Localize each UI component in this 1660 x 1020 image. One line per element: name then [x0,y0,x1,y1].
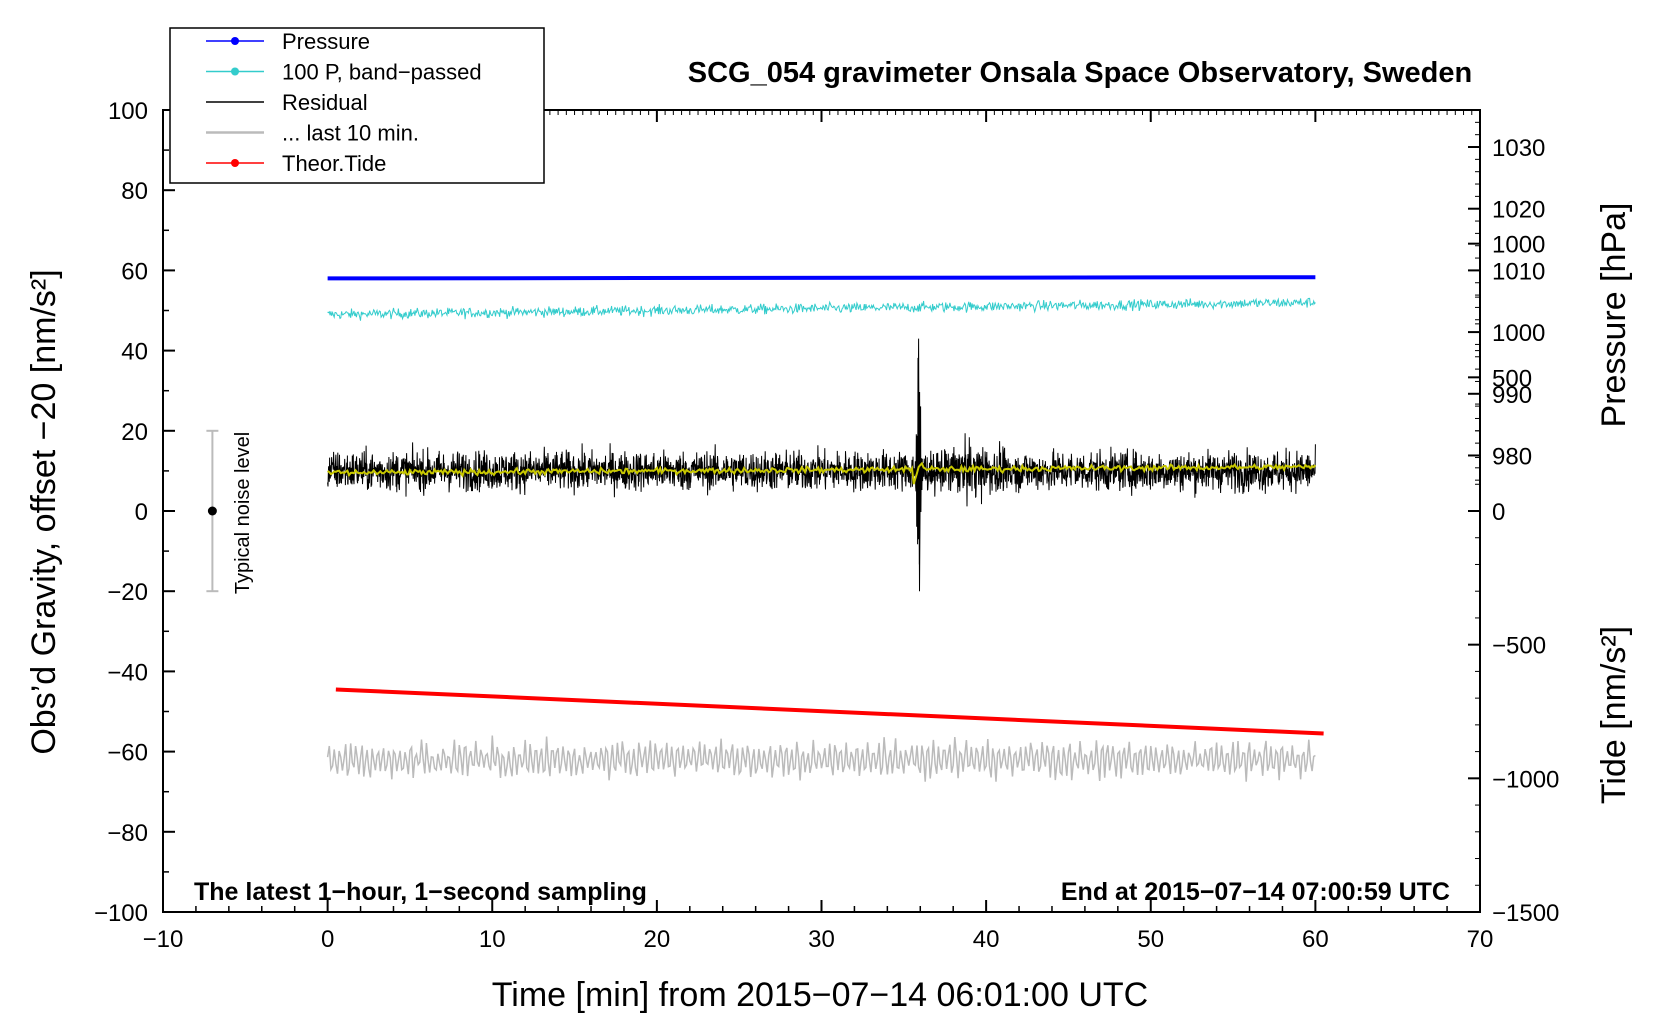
tide-tick-label: 500 [1492,365,1532,392]
y-axis-ticks: −100 −80 −60 −40 −20 0 20 40 60 80 100 [94,98,175,927]
pressure-tick-label: 1010 [1492,258,1545,285]
pressure-tick-label: 1000 [1492,320,1545,347]
y-tick-label: 100 [108,98,148,125]
legend-box [169,27,545,184]
y-tick-label: 0 [135,499,148,526]
tide-axis-label: Tide [nm/s²] [1595,626,1633,804]
tide-tick-label: −1500 [1492,900,1559,927]
y-tick-label: 20 [121,419,148,446]
noise-level-label: Typical noise level [232,432,254,594]
x-tick-label: 30 [808,926,835,953]
tide-axis-ticks: −1500 −1000 −500 0 500 1000 [1468,232,1559,927]
tide-tick-label: 1000 [1492,232,1545,259]
y-tick-label: −80 [107,820,148,847]
tide-tick-label: −1000 [1492,766,1559,793]
plot-frame [162,109,1481,913]
tide-tick-label: 0 [1492,499,1505,526]
y-tick-label: −20 [107,579,148,606]
y-tick-label: 60 [121,258,148,285]
sampling-note: The latest 1−hour, 1−second sampling [194,878,647,906]
legend-marker [231,159,239,167]
series-residual-smoothed [327,461,1317,485]
x-tick-label: 20 [644,926,671,953]
x-tick-label: 60 [1302,926,1329,953]
y-tick-label: −60 [107,740,148,767]
legend-marker [231,67,239,76]
pressure-tick-label: 1020 [1492,197,1545,224]
x-tick-label: 0 [321,926,334,953]
noise-level-bar [206,429,219,593]
series-last-10-min [326,735,1316,782]
series-residual [327,338,1316,592]
x-tick-label: 10 [479,926,506,953]
pressure-tick-label: 990 [1492,382,1532,409]
legend-label: 100 P, band−passed [282,60,482,85]
legend-label: Theor.Tide [282,151,386,176]
x-axis-ticks: −10 0 10 20 30 40 50 60 70 [143,110,1494,953]
x-axis-label: Time [min] from 2015−07−14 06:01:00 UTC [492,976,1148,1014]
noise-bar-center [207,506,217,516]
x-tick-label: 70 [1467,926,1494,953]
series-theoretical-tide [335,687,1324,736]
y-tick-label: −100 [94,900,148,927]
end-time-note: End at 2015−07−14 07:00:59 UTC [1061,878,1450,906]
y-tick-label: −40 [107,659,148,686]
x-tick-label: 40 [973,926,1000,953]
legend-label: Pressure [282,29,370,54]
legend-label: ... last 10 min. [282,121,419,146]
legend-entries: Pressure 100 P, band−passed Residual ... la… [206,29,482,176]
x-tick-label: 50 [1137,926,1164,953]
y-tick-label: 80 [121,178,148,205]
legend-marker [231,37,239,45]
pressure-tick-label: 980 [1492,443,1532,470]
legend: Pressure 100 P, band−passed Residual ... la… [169,27,545,184]
tide-tick-label: −500 [1492,633,1546,660]
x-tick-label: −10 [143,926,184,953]
pressure-tick-label: 1030 [1492,135,1545,162]
y-axis-label: Obs’d Gravity, offset −20 [nm/s²] [25,269,63,754]
series-bandpassed-pressure [327,297,1316,321]
legend-label: Residual [282,90,368,115]
pressure-axis-label: Pressure [hPa] [1595,203,1633,428]
chart-title: SCG_054 gravimeter Onsala Space Observat… [688,57,1472,89]
series-pressure [327,275,1316,281]
y-tick-label: 40 [121,339,148,366]
series-layer [326,275,1324,782]
